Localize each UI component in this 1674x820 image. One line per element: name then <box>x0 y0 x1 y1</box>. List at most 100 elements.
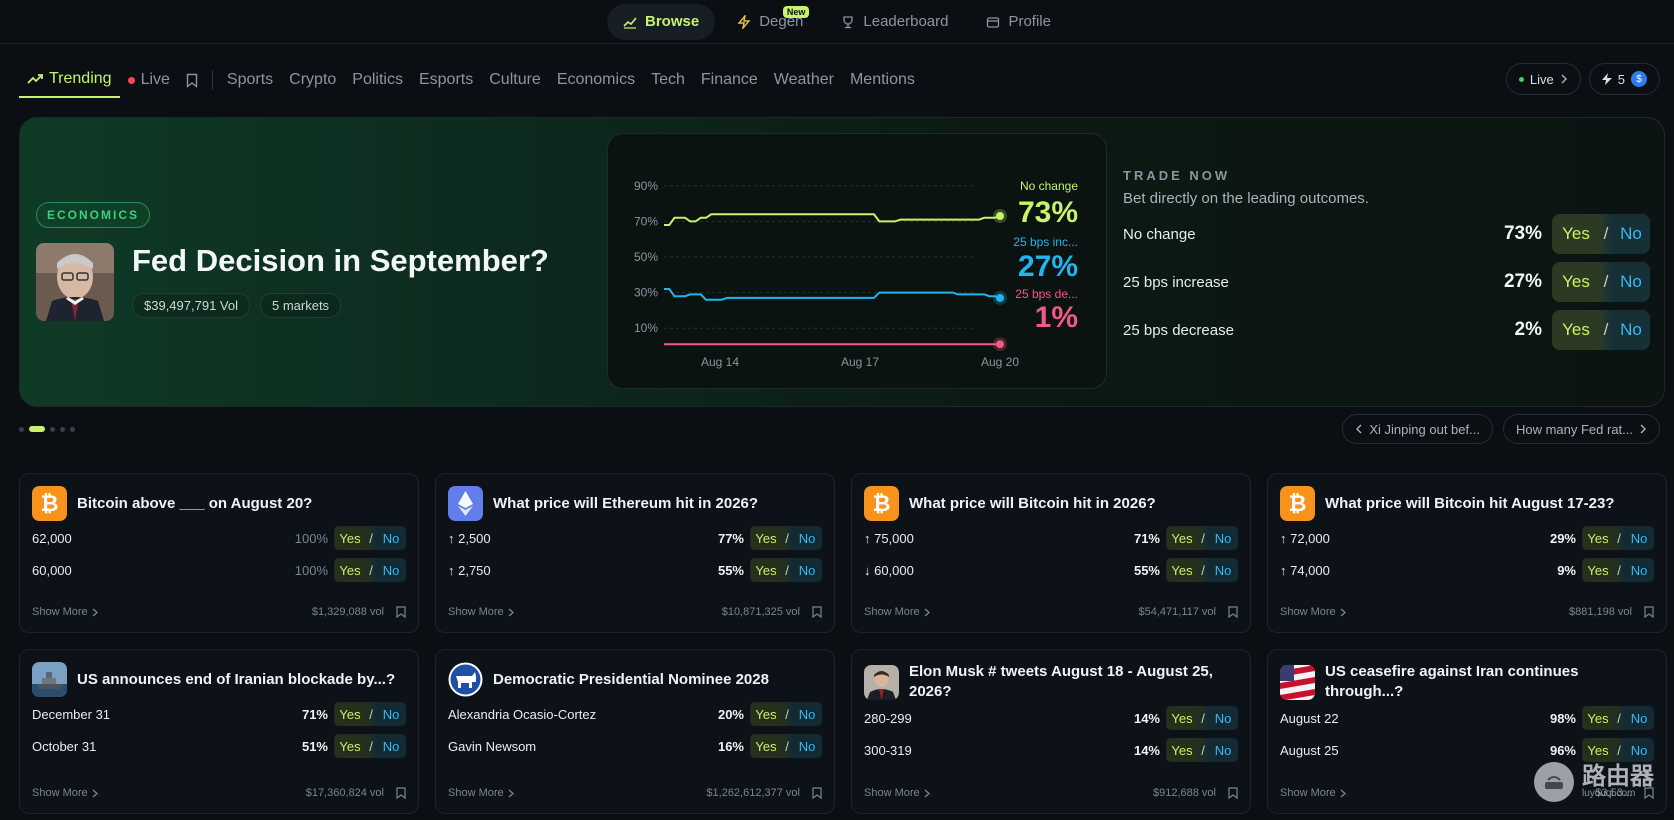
featured-market-hero[interactable]: ECONOMICS Fed Decision in September? $39… <box>19 117 1665 407</box>
points-button[interactable]: 5 $ <box>1588 63 1660 95</box>
card-title[interactable]: What price will Bitcoin hit in 2026? <box>909 494 1156 512</box>
bookmark-icon[interactable] <box>1644 606 1654 618</box>
tab-culture[interactable]: Culture <box>489 71 541 88</box>
card-title[interactable]: US ceasefire against Iran continues thro… <box>1325 663 1579 700</box>
yes-button[interactable]: Yes <box>334 702 366 726</box>
nav-degen[interactable]: Degen New <box>721 4 819 40</box>
yes-no-toggle: Yes / No <box>334 526 406 550</box>
yes-button[interactable]: Yes <box>1166 738 1198 762</box>
no-button[interactable]: No <box>1624 706 1654 730</box>
carousel-dot[interactable] <box>19 426 24 432</box>
bookmark-icon[interactable] <box>812 606 822 618</box>
carousel-dot[interactable] <box>60 426 65 432</box>
card-title[interactable]: Elon Musk # tweets August 18 - August 25… <box>909 663 1213 700</box>
yes-button[interactable]: Yes <box>1166 706 1198 730</box>
tab-weather[interactable]: Weather <box>773 71 834 88</box>
tab-mentions[interactable]: Mentions <box>849 71 915 88</box>
carousel-prev-button[interactable]: Xi Jinping out bef... <box>1342 414 1493 444</box>
chevron-right-icon <box>1561 74 1567 84</box>
market-card[interactable]: What price will Ethereum hit in 2026? ↑ … <box>435 473 835 633</box>
show-more-link[interactable]: Show More <box>32 787 306 799</box>
tab-tech[interactable]: Tech <box>651 71 685 88</box>
show-more-link[interactable]: Show More <box>1280 787 1595 799</box>
no-button[interactable]: No <box>376 558 406 582</box>
bookmark-icon[interactable] <box>1228 787 1238 799</box>
yes-button[interactable]: Yes <box>334 526 366 550</box>
no-button[interactable]: No <box>376 526 406 550</box>
card-title[interactable]: Democratic Presidential Nominee 2028 <box>493 670 769 688</box>
no-button[interactable]: No <box>792 558 822 582</box>
show-more-link[interactable]: Show More <box>864 606 1139 618</box>
no-button[interactable]: No <box>792 702 822 726</box>
yes-button[interactable]: Yes <box>1166 558 1198 582</box>
show-more-link[interactable]: Show More <box>864 787 1153 799</box>
tab-crypto[interactable]: Crypto <box>289 71 337 88</box>
tab-politics[interactable]: Politics <box>352 71 403 88</box>
no-button[interactable]: No <box>1208 738 1238 762</box>
show-more-link[interactable]: Show More <box>448 606 722 618</box>
market-card[interactable]: US ceasefire against Iran continues thro… <box>1267 649 1667 814</box>
market-card[interactable]: ₿ Bitcoin above ___ on August 20? 62,000… <box>19 473 419 633</box>
no-button[interactable]: No <box>1624 558 1654 582</box>
carousel-dot-active[interactable] <box>29 426 45 432</box>
no-button[interactable]: No <box>1208 706 1238 730</box>
no-button[interactable]: No <box>1612 214 1650 254</box>
market-card[interactable]: Elon Musk # tweets August 18 - August 25… <box>851 649 1251 814</box>
tab-sports[interactable]: Sports <box>226 71 274 88</box>
yes-button[interactable]: Yes <box>334 734 366 758</box>
yes-button[interactable]: Yes <box>750 734 782 758</box>
no-button[interactable]: No <box>1612 262 1650 302</box>
no-button[interactable]: No <box>376 702 406 726</box>
bookmark-icon[interactable] <box>1228 606 1238 618</box>
show-more-link[interactable]: Show More <box>448 787 706 799</box>
market-card[interactable]: ₿ What price will Bitcoin hit in 2026? ↑… <box>851 473 1251 633</box>
tab-live[interactable]: Live <box>120 62 178 98</box>
yes-button[interactable]: Yes <box>334 558 366 582</box>
bookmark-icon[interactable] <box>812 787 822 799</box>
card-title[interactable]: What price will Ethereum hit in 2026? <box>493 494 759 512</box>
card-title[interactable]: Bitcoin above ___ on August 20? <box>77 494 313 512</box>
market-card[interactable]: Democratic Presidential Nominee 2028 Ale… <box>435 649 835 814</box>
yes-button[interactable]: Yes <box>750 558 782 582</box>
tab-trending[interactable]: Trending <box>19 62 120 98</box>
no-button[interactable]: No <box>1612 310 1650 350</box>
yes-button[interactable]: Yes <box>750 526 782 550</box>
yes-button[interactable]: Yes <box>1582 526 1614 550</box>
no-button[interactable]: No <box>792 734 822 758</box>
yes-button[interactable]: Yes <box>1582 706 1614 730</box>
yes-button[interactable]: Yes <box>750 702 782 726</box>
bookmark-icon[interactable] <box>396 606 406 618</box>
slash: / <box>1600 214 1612 254</box>
no-button[interactable]: No <box>1624 738 1654 762</box>
nav-leaderboard[interactable]: Leaderboard <box>825 4 964 40</box>
yes-button[interactable]: Yes <box>1582 558 1614 582</box>
no-button[interactable]: No <box>1208 558 1238 582</box>
market-card[interactable]: ₿ What price will Bitcoin hit August 17-… <box>1267 473 1667 633</box>
yes-button[interactable]: Yes <box>1552 310 1600 350</box>
yes-button[interactable]: Yes <box>1582 738 1614 762</box>
yes-button[interactable]: Yes <box>1552 262 1600 302</box>
carousel-dot[interactable] <box>70 426 75 432</box>
no-button[interactable]: No <box>792 526 822 550</box>
bookmark-tab[interactable] <box>178 62 206 98</box>
nav-profile[interactable]: Profile <box>970 4 1067 40</box>
no-button[interactable]: No <box>1208 526 1238 550</box>
card-title[interactable]: US announces end of Iranian blockade by.… <box>77 670 396 688</box>
yes-button[interactable]: Yes <box>1166 526 1198 550</box>
no-button[interactable]: No <box>376 734 406 758</box>
bookmark-icon[interactable] <box>396 787 406 799</box>
card-title[interactable]: What price will Bitcoin hit August 17-23… <box>1325 494 1615 512</box>
tab-finance[interactable]: Finance <box>700 71 758 88</box>
yes-button[interactable]: Yes <box>1552 214 1600 254</box>
nav-browse[interactable]: Browse <box>607 3 716 40</box>
show-more-link[interactable]: Show More <box>32 606 312 618</box>
no-button[interactable]: No <box>1624 526 1654 550</box>
carousel-next-button[interactable]: How many Fed rat... <box>1502 414 1660 444</box>
bookmark-icon[interactable] <box>1644 787 1654 799</box>
live-button[interactable]: Live <box>1505 63 1581 95</box>
carousel-dot[interactable] <box>50 426 55 432</box>
tab-economics[interactable]: Economics <box>556 71 636 88</box>
tab-esports[interactable]: Esports <box>418 71 474 88</box>
market-card[interactable]: US announces end of Iranian blockade by.… <box>19 649 419 814</box>
show-more-link[interactable]: Show More <box>1280 606 1569 618</box>
